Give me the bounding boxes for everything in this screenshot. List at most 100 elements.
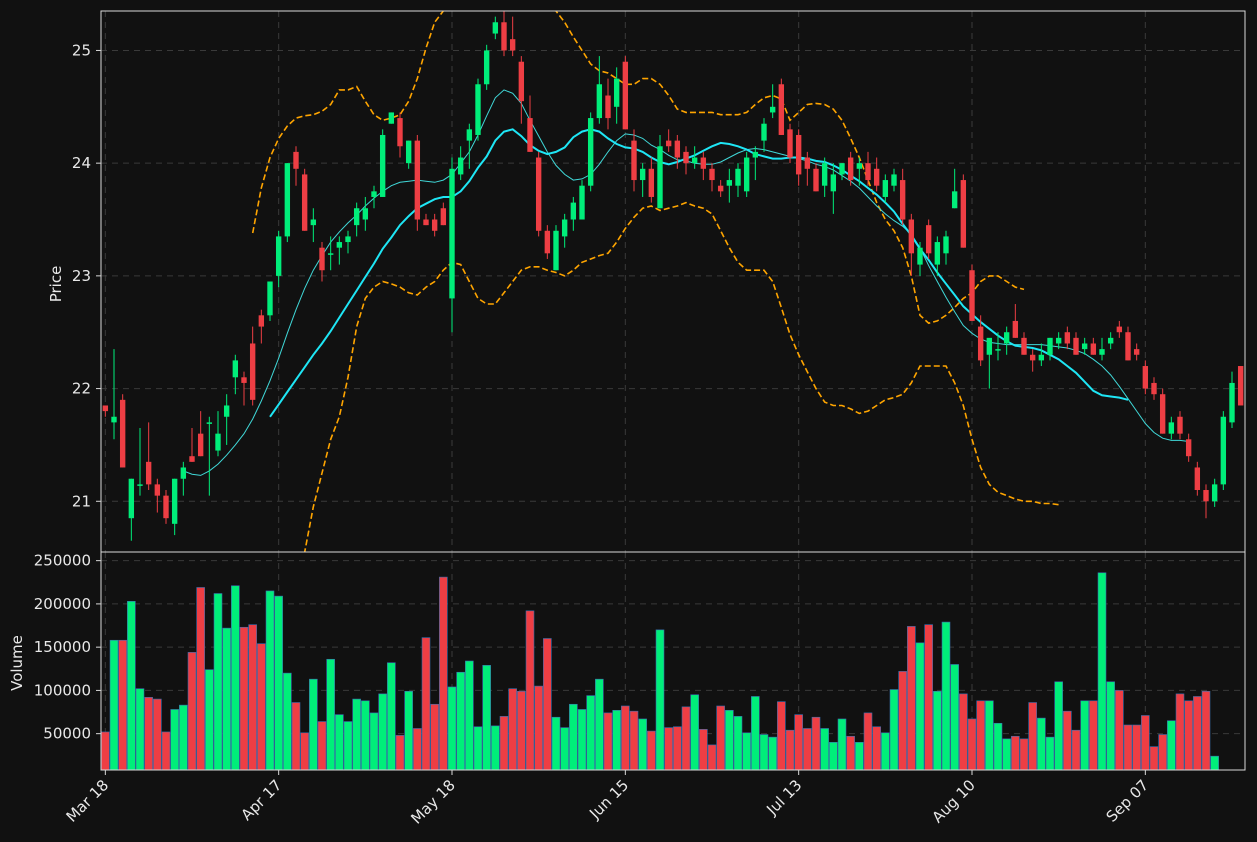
volume-bar — [1158, 734, 1167, 770]
candle-body — [683, 151, 689, 164]
upper-band-line — [251, 11, 1025, 325]
volume-bar — [283, 672, 292, 770]
volume-bar — [335, 714, 344, 770]
candle-body — [596, 84, 603, 119]
price-axis: 21 22 23 24 25 — [72, 41, 101, 510]
candle-body — [657, 146, 663, 209]
candle-body — [865, 163, 871, 181]
candle-body — [345, 236, 351, 243]
candle-body — [951, 191, 958, 209]
candle-body — [995, 349, 1001, 351]
candle-body — [1142, 366, 1149, 389]
volume-bar — [248, 624, 257, 770]
volume-bar — [1149, 746, 1159, 770]
candle-body — [1012, 320, 1019, 338]
candle-body — [891, 174, 897, 186]
candle-body — [284, 163, 291, 237]
volume-bar — [135, 688, 145, 770]
volume-bar — [829, 742, 838, 770]
candle-body — [258, 315, 265, 327]
candle-body — [362, 208, 369, 220]
candle-body — [1159, 394, 1166, 434]
candle-body — [639, 168, 646, 181]
candle-body — [769, 106, 776, 113]
candle-body — [501, 22, 507, 51]
volume-bar — [413, 728, 422, 770]
candle-body — [605, 95, 611, 119]
candle-body — [466, 129, 473, 141]
candle-body — [1081, 343, 1088, 350]
volume-bar — [196, 587, 205, 770]
candle-body — [223, 405, 230, 417]
volume-bar — [863, 712, 873, 770]
volume-bar — [707, 744, 717, 770]
candle-body — [189, 456, 195, 462]
candle-body — [1099, 349, 1105, 355]
candle-body — [527, 118, 533, 152]
volume-bar — [1115, 690, 1124, 770]
volume-bar — [144, 697, 153, 770]
volume-bar — [1201, 690, 1211, 770]
candle-body — [119, 399, 126, 468]
volume-bar — [690, 694, 699, 770]
volume-bar — [950, 664, 959, 770]
volume-bar — [1054, 681, 1063, 770]
candle-body — [631, 140, 637, 181]
volume-tick-label: 50000 — [43, 725, 91, 743]
volume-bar — [924, 624, 933, 770]
price-tick-label: 25 — [72, 41, 91, 59]
volume-bar — [1210, 755, 1219, 770]
candle-body — [839, 163, 845, 175]
candle-body — [457, 157, 464, 175]
volume-tick-label: 250000 — [34, 552, 91, 570]
candle-body — [423, 219, 429, 226]
volume-bar — [343, 721, 353, 770]
volume-bar — [855, 742, 864, 770]
volume-axis: 50000 100000 150000 200000 250000 — [34, 552, 101, 743]
candle-body — [371, 191, 377, 197]
volume-bar — [430, 703, 439, 770]
volume-bar — [213, 593, 223, 770]
volume-bar — [612, 710, 621, 770]
candle-body — [579, 185, 585, 220]
volume-bar — [898, 671, 907, 770]
volume-bar — [265, 590, 275, 770]
candle-body — [518, 61, 525, 102]
candle-body — [735, 168, 741, 186]
candle-body — [301, 174, 308, 231]
volume-bar — [447, 686, 457, 770]
volume-bar — [300, 732, 309, 770]
candle-body — [310, 219, 317, 226]
volume-bar — [317, 721, 327, 770]
price-tick-label: 24 — [72, 154, 91, 172]
volume-bar — [118, 639, 127, 770]
candle-body — [1151, 382, 1157, 395]
candle-body — [1220, 416, 1227, 485]
volume-bar — [655, 629, 665, 770]
volume-bar — [1089, 700, 1098, 770]
candle-body — [1229, 382, 1235, 423]
volume-bar — [1141, 715, 1150, 770]
volume-bar — [187, 652, 197, 770]
volume-bar — [664, 727, 673, 770]
candle-body — [449, 168, 455, 299]
candle-body — [622, 61, 629, 130]
volume-bar — [231, 585, 240, 770]
volume-bar — [1184, 700, 1193, 770]
candle-body — [154, 484, 161, 496]
candle-body — [353, 208, 360, 226]
candle-body — [405, 140, 412, 164]
volume-bar — [820, 728, 829, 770]
volume-axis-title: Volume — [8, 635, 26, 691]
volume-bar — [1132, 724, 1141, 770]
volume-bar — [794, 714, 803, 770]
candle-body — [986, 337, 993, 355]
candle-body — [483, 50, 490, 85]
volume-bar — [439, 576, 448, 770]
volume-bar — [733, 716, 743, 770]
volume-bar — [257, 643, 266, 770]
candle-body — [717, 185, 724, 192]
volume-bar — [638, 718, 647, 770]
volume-bar — [153, 698, 162, 770]
volume-bar — [291, 702, 301, 770]
